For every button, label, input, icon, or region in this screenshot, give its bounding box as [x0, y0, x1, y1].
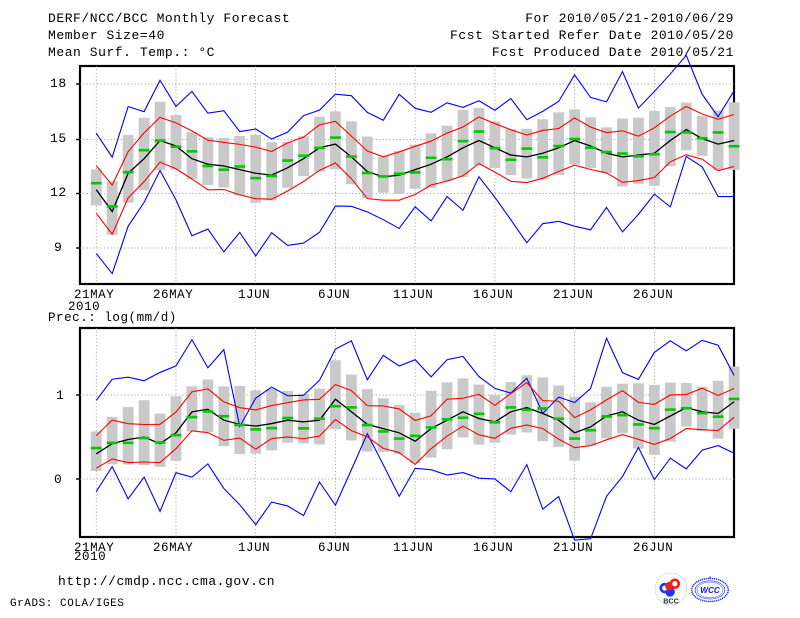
- svg-text:WCC: WCC: [700, 586, 720, 595]
- svg-text:BCC: BCC: [663, 596, 679, 605]
